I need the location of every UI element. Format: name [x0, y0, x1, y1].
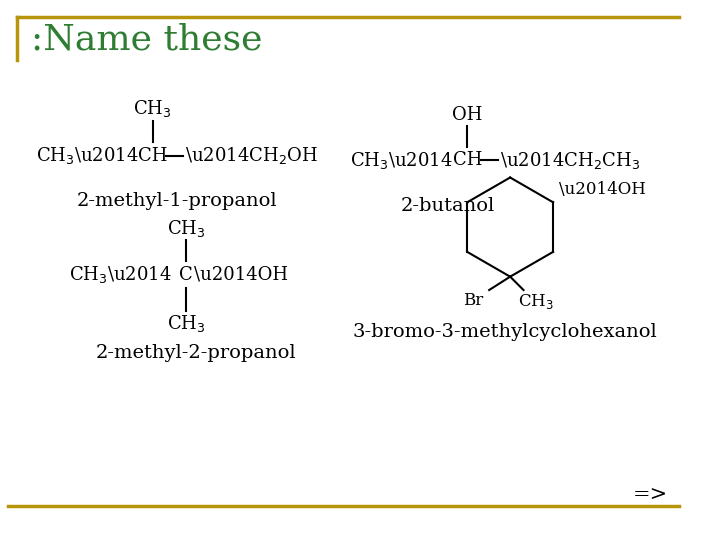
Text: \u2014CH$_2$CH$_3$: \u2014CH$_2$CH$_3$ [500, 150, 640, 171]
Text: 2-methyl-2-propanol: 2-methyl-2-propanol [95, 344, 296, 362]
Text: C: C [179, 266, 193, 284]
Text: CH$_3$\u2014: CH$_3$\u2014 [35, 145, 138, 166]
Text: Br: Br [463, 292, 483, 309]
Text: CH$_3$: CH$_3$ [133, 98, 172, 119]
Text: CH$_3$: CH$_3$ [166, 313, 205, 334]
Text: \u2014OH: \u2014OH [559, 181, 646, 199]
Text: CH: CH [453, 151, 482, 170]
Text: CH$_3$: CH$_3$ [518, 292, 554, 311]
Text: \u2014CH$_2$OH: \u2014CH$_2$OH [185, 145, 318, 166]
Text: CH: CH [138, 146, 167, 165]
Text: :Name these: :Name these [30, 22, 262, 56]
Text: =>: => [632, 485, 667, 504]
Text: 2-butanol: 2-butanol [400, 197, 495, 215]
Text: \u2014OH: \u2014OH [194, 266, 287, 284]
Text: 3-bromo-3-methylcyclohexanol: 3-bromo-3-methylcyclohexanol [353, 323, 657, 341]
Text: OH: OH [452, 106, 482, 124]
Text: CH$_3$: CH$_3$ [166, 218, 205, 239]
Text: CH$_3$\u2014: CH$_3$\u2014 [350, 150, 453, 171]
Text: CH$_3$\u2014: CH$_3$\u2014 [69, 264, 171, 285]
Text: 2-methyl-1-propanol: 2-methyl-1-propanol [76, 192, 277, 211]
